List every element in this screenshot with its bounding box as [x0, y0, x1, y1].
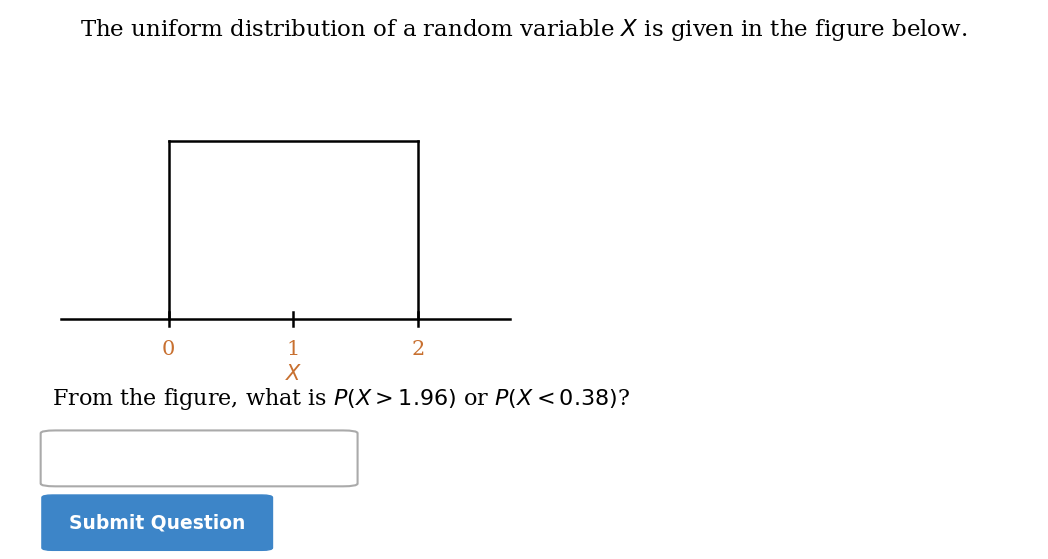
Text: $X$: $X$ — [285, 363, 302, 383]
FancyBboxPatch shape — [41, 430, 357, 486]
FancyBboxPatch shape — [42, 495, 272, 550]
Text: The uniform distribution of a random variable $X$ is given in the figure below.: The uniform distribution of a random var… — [81, 17, 967, 43]
Text: Submit Question: Submit Question — [69, 513, 245, 532]
Text: 0: 0 — [162, 340, 175, 359]
Text: 1: 1 — [287, 340, 300, 359]
Text: From the figure, what is $P(X > 1.96)$ or $P(X < 0.38)$?: From the figure, what is $P(X > 1.96)$ o… — [52, 386, 631, 412]
Text: 2: 2 — [412, 340, 424, 359]
